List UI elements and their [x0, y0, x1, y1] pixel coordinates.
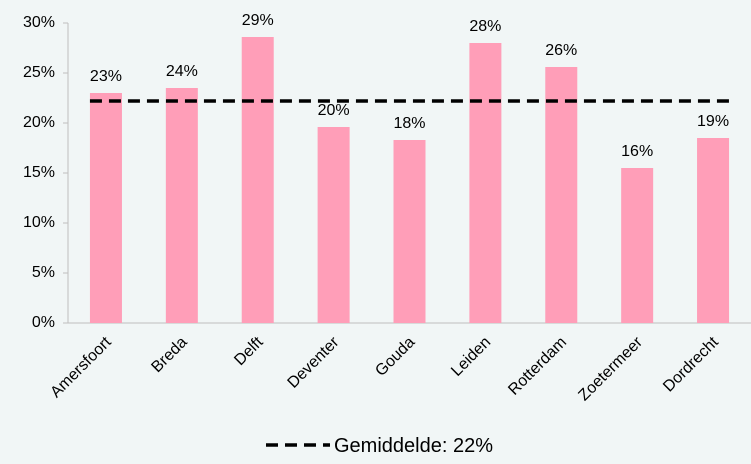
- x-tick-label: Delft: [231, 333, 267, 369]
- value-label: 24%: [166, 63, 198, 80]
- x-tick-label: Amersfoort: [47, 333, 115, 401]
- value-label: 20%: [318, 102, 350, 119]
- bar: [545, 67, 578, 323]
- bar: [165, 88, 198, 323]
- bar: [697, 138, 730, 323]
- x-tick-label: Breda: [148, 334, 190, 376]
- bar: [393, 140, 426, 323]
- bar: [317, 127, 350, 323]
- value-label: 23%: [90, 68, 122, 85]
- value-label: 26%: [545, 42, 577, 59]
- x-tick-label: Deventer: [285, 333, 343, 391]
- bar: [469, 43, 502, 323]
- y-tick-label: 20%: [23, 114, 55, 131]
- value-label: 16%: [621, 143, 653, 160]
- bar: [89, 93, 122, 323]
- x-tick-label: Dordrecht: [660, 333, 722, 395]
- value-label: 28%: [469, 18, 501, 35]
- x-tick-label: Zoetermeer: [575, 333, 646, 404]
- y-tick-label: 30%: [23, 14, 55, 31]
- bar: [621, 168, 654, 323]
- legend-label: Gemiddelde: 22%: [334, 435, 493, 457]
- x-tick-label: Gouda: [372, 334, 418, 380]
- y-tick-label: 0%: [32, 314, 55, 331]
- value-label: 19%: [697, 113, 729, 130]
- y-tick-label: 5%: [32, 264, 55, 281]
- y-tick-label: 10%: [23, 214, 55, 231]
- x-tick-label: Rotterdam: [505, 334, 570, 399]
- y-tick-label: 15%: [23, 164, 55, 181]
- bar: [241, 37, 274, 323]
- value-label: 18%: [393, 115, 425, 132]
- value-label: 29%: [242, 12, 274, 29]
- x-tick-label: Leiden: [448, 334, 494, 380]
- y-tick-label: 25%: [23, 64, 55, 81]
